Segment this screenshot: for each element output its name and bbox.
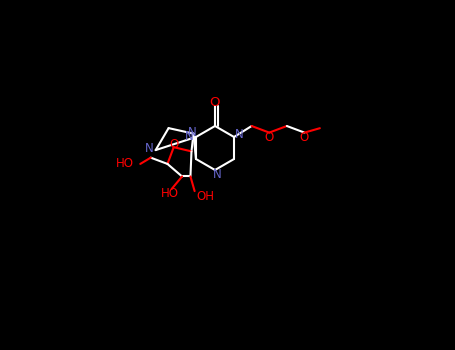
Text: O: O (265, 131, 274, 144)
Text: OH: OH (197, 190, 215, 203)
Text: N: N (212, 168, 222, 182)
Text: N: N (187, 126, 196, 140)
Text: N: N (145, 142, 154, 155)
Text: HO: HO (116, 158, 134, 170)
Text: O: O (210, 96, 220, 109)
Text: N: N (235, 127, 243, 140)
Text: O: O (300, 131, 309, 144)
Text: O: O (169, 138, 178, 151)
Text: N: N (185, 130, 194, 143)
Text: HO: HO (161, 188, 179, 201)
